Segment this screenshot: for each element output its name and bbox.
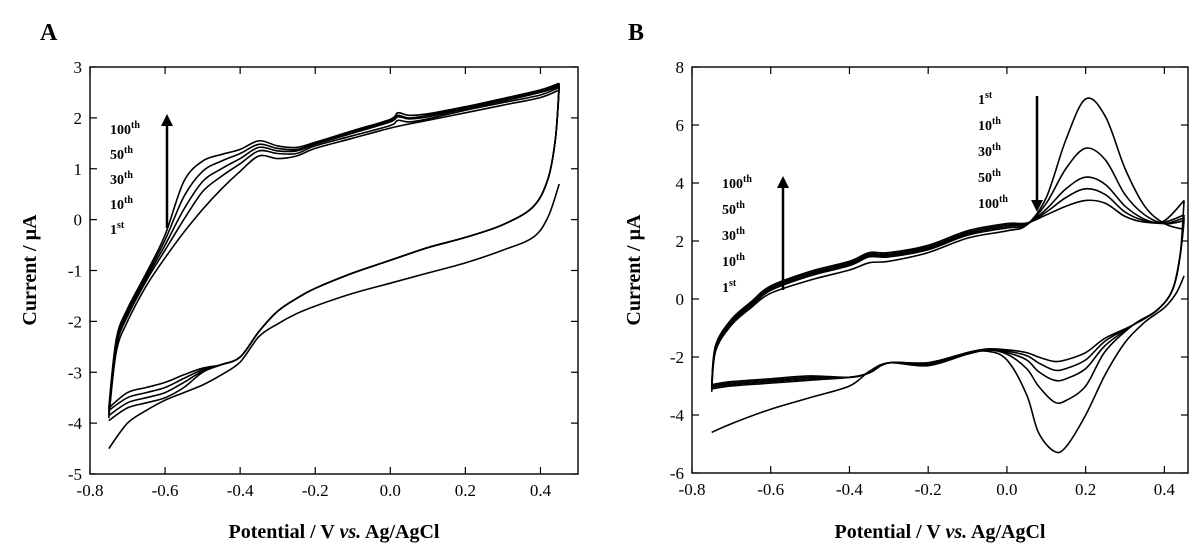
panel-a-cv-forward-scan xyxy=(108,86,560,416)
panel-b-cv-forward-scan xyxy=(710,199,1185,385)
panel-a-y-tick-label: -1 xyxy=(68,262,82,281)
panel-a-letter: A xyxy=(40,20,58,46)
panel-b-x-tick-label: -0.8 xyxy=(679,480,706,499)
panel-a-cv-forward-scan xyxy=(108,89,560,419)
panel-b-curves xyxy=(710,97,1185,454)
panel-a-cv-forward-scan xyxy=(108,82,560,408)
panel-b-left-cycle-label: 50th xyxy=(722,200,745,218)
panel-a-y-tick-label: -3 xyxy=(68,363,82,382)
panel-b-left-annotation: 100th 50th 30th 10th 1st xyxy=(722,174,789,296)
panel-a-curves xyxy=(108,82,560,450)
panel-a-cycle-label: 1st xyxy=(110,220,125,238)
panel-a-cycle-label: 50th xyxy=(110,145,133,163)
panel-b-left-cycle-label: 30th xyxy=(722,226,745,244)
panel-b-right-cycle-label: 100th xyxy=(978,194,1008,212)
panel-a-cv-reverse-scan xyxy=(108,183,560,450)
panel-b-cv-forward-scan xyxy=(710,187,1185,387)
panel-b-cv-forward-scan xyxy=(710,97,1185,392)
panel-b-y-tick-label: 6 xyxy=(676,116,685,135)
panel-a-x-tick-label: 0.2 xyxy=(455,481,476,500)
panel-a-y-tick-label: -4 xyxy=(68,414,83,433)
panel-b-right-annotation: 1st 10th 30th 50th 100th xyxy=(978,90,1043,212)
panel-a-y-tick-label: 0 xyxy=(74,211,83,230)
panel-a-plot-frame xyxy=(89,66,579,475)
panel-b-cv-forward-scan xyxy=(710,147,1185,389)
panel-b-x-tick-label: 0.4 xyxy=(1154,480,1176,499)
panel-b-y-axis-title: Current / µA xyxy=(623,214,645,326)
panel-b-y-tick-label: 0 xyxy=(676,290,685,309)
panel-b-x-tick-label: -0.6 xyxy=(757,480,784,499)
panel-a-y-tick-label: -2 xyxy=(68,312,82,331)
panel-a-cv-reverse-scan xyxy=(108,83,560,409)
panel-b-x-axis: -0.8 -0.6 -0.4 -0.2 0.0 0.2 0.4 xyxy=(679,67,1176,499)
panel-a-cycle-annotation: 100th 50th 30th 10th 1st xyxy=(110,114,173,238)
panel-b-y-tick-label: -6 xyxy=(670,464,684,483)
panel-a-x-tick-label: -0.2 xyxy=(302,481,329,500)
panel-b-y-tick-label: 4 xyxy=(676,174,685,193)
panel-a-y-tick-label: -5 xyxy=(68,465,82,484)
panel-b-x-tick-label: -0.2 xyxy=(915,480,942,499)
panel-a-y-axis: 3 2 1 0 -1 -2 -3 -4 -5 xyxy=(68,58,578,484)
panel-b-right-cycle-label: 50th xyxy=(978,168,1001,186)
panel-a-cycle-label: 30th xyxy=(110,170,133,188)
panel-a-x-tick-label: 0.0 xyxy=(380,481,401,500)
panel-a-y-tick-label: 1 xyxy=(74,160,83,179)
panel-a-y-axis-title: Current / µA xyxy=(19,214,41,326)
panel-b-right-cycle-label: 1st xyxy=(978,90,993,108)
panel-a-cycle-label: 100th xyxy=(110,120,140,138)
panel-a: A 3 2 1 0 -1 -2 -3 -4 -5 -0.8 -0.6 -0.4 -0.2 0.0 0.2 0… xyxy=(19,20,579,543)
panel-b-letter: B xyxy=(628,20,644,46)
panel-b-y-tick-label: 8 xyxy=(676,58,685,77)
panel-a-cv-forward-scan xyxy=(108,84,560,411)
panel-a-y-tick-label: 3 xyxy=(74,58,83,77)
panel-b-y-tick-label: -4 xyxy=(670,406,685,425)
panel-a-x-tick-label: 0.4 xyxy=(530,481,552,500)
panel-b-cv-forward-scan xyxy=(710,176,1185,388)
panel-a-y-tick-label: 2 xyxy=(74,109,83,128)
panel-a-cv-reverse-scan xyxy=(108,84,560,412)
panel-b-left-cycle-label: 10th xyxy=(722,252,745,270)
panel-b-down-arrowhead xyxy=(1031,200,1043,212)
panel-b-y-tick-label: -2 xyxy=(670,348,684,367)
panel-a-cv-forward-scan xyxy=(108,85,560,413)
panel-b-x-tick-label: -0.4 xyxy=(836,480,863,499)
panel-a-x-tick-label: -0.8 xyxy=(77,481,104,500)
panel-a-up-arrowhead xyxy=(161,114,173,126)
panel-b-left-cycle-label: 1st xyxy=(722,278,737,296)
panel-b-cv-reverse-scan xyxy=(711,200,1185,386)
panel-b-plot-frame xyxy=(691,66,1189,474)
panel-b-x-tick-label: 0.0 xyxy=(996,480,1017,499)
panel-b-right-cycle-label: 10th xyxy=(978,116,1001,134)
panel-a-x-tick-label: -0.6 xyxy=(152,481,179,500)
panel-b-right-cycle-label: 30th xyxy=(978,142,1001,160)
panel-a-x-axis: -0.8 -0.6 -0.4 -0.2 0.0 0.2 0.4 xyxy=(77,67,552,500)
panel-b-y-axis: 8 6 4 2 0 -2 -4 -6 xyxy=(670,58,1188,483)
panel-b-x-axis-title: Potential / V vs. Ag/AgCl xyxy=(835,521,1046,543)
panel-b-cv-reverse-scan xyxy=(711,275,1185,454)
panel-a-x-axis-title: Potential / V vs. Ag/AgCl xyxy=(229,521,440,543)
panel-b-left-cycle-label: 100th xyxy=(722,174,752,192)
panel-b-x-tick-label: 0.2 xyxy=(1075,480,1096,499)
panel-b-y-tick-label: 2 xyxy=(676,232,685,251)
panel-b-up-arrowhead xyxy=(777,176,789,188)
panel-a-x-tick-label: -0.4 xyxy=(227,481,254,500)
panel-a-cycle-label: 10th xyxy=(110,195,133,213)
